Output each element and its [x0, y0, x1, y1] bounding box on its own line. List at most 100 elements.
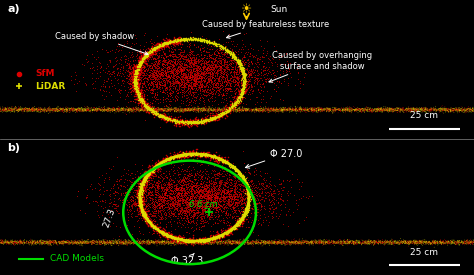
Point [210, 185, 218, 190]
Point [257, 73, 264, 77]
Point [146, 106, 153, 111]
Point [316, 241, 323, 245]
Point [282, 105, 289, 110]
Point [239, 59, 246, 64]
Point [168, 155, 175, 159]
Point [341, 108, 348, 113]
Point [461, 241, 469, 246]
Point [143, 52, 151, 56]
Point [231, 54, 239, 59]
Point [196, 46, 204, 51]
Point [140, 240, 147, 244]
Point [226, 95, 233, 99]
Point [165, 202, 173, 206]
Point [220, 79, 228, 84]
Point [293, 240, 301, 244]
Point [176, 237, 184, 242]
Point [206, 115, 214, 119]
Point [196, 69, 203, 73]
Point [376, 242, 384, 246]
Point [144, 107, 152, 111]
Point [221, 116, 228, 120]
Point [211, 49, 219, 53]
Point [221, 187, 228, 192]
Point [263, 108, 270, 112]
Point [168, 70, 176, 74]
Point [173, 70, 181, 75]
Point [142, 177, 149, 182]
Point [422, 111, 430, 115]
Point [161, 197, 168, 202]
Text: 27.3: 27.3 [101, 207, 117, 229]
Point [89, 65, 97, 69]
Point [145, 111, 153, 115]
Point [238, 81, 246, 86]
Point [97, 88, 104, 92]
Point [173, 156, 181, 161]
Point [410, 106, 418, 110]
Point [2, 109, 10, 114]
Point [162, 65, 170, 70]
Point [192, 80, 200, 84]
Point [434, 239, 441, 243]
Point [208, 197, 215, 201]
Point [181, 79, 188, 83]
Point [189, 62, 197, 67]
Point [224, 231, 231, 235]
Point [182, 149, 190, 154]
Point [245, 204, 253, 208]
Point [459, 106, 466, 111]
Point [144, 51, 151, 56]
Point [261, 68, 268, 73]
Point [185, 70, 193, 75]
Point [447, 241, 454, 245]
Point [227, 197, 235, 201]
Point [148, 182, 156, 186]
Point [273, 106, 280, 110]
Point [199, 76, 206, 80]
Point [438, 240, 446, 244]
Point [352, 106, 360, 111]
Point [311, 240, 319, 244]
Point [191, 120, 199, 124]
Point [212, 110, 219, 114]
Point [142, 103, 150, 108]
Point [298, 109, 306, 114]
Point [181, 239, 188, 243]
Point [410, 108, 417, 112]
Point [465, 240, 473, 245]
Point [177, 242, 184, 246]
Point [232, 220, 239, 225]
Point [131, 77, 139, 82]
Point [173, 118, 181, 123]
Point [196, 80, 203, 85]
Point [135, 98, 143, 102]
Point [0, 239, 8, 243]
Point [141, 64, 148, 69]
Point [210, 85, 218, 90]
Point [195, 152, 203, 156]
Point [383, 240, 390, 245]
Point [292, 82, 299, 87]
Point [170, 235, 178, 240]
Point [93, 107, 100, 112]
Point [245, 215, 252, 219]
Point [201, 150, 209, 155]
Point [152, 71, 160, 75]
Point [242, 178, 249, 183]
Point [225, 197, 232, 201]
Point [139, 188, 146, 192]
Point [176, 80, 183, 85]
Point [235, 171, 242, 175]
Point [229, 206, 237, 210]
Point [182, 119, 189, 123]
Point [231, 56, 239, 60]
Point [223, 160, 231, 164]
Point [198, 188, 206, 192]
Point [237, 216, 245, 220]
Point [422, 242, 430, 247]
Point [109, 108, 117, 112]
Point [135, 63, 143, 67]
Point [279, 242, 286, 247]
Point [155, 200, 162, 205]
